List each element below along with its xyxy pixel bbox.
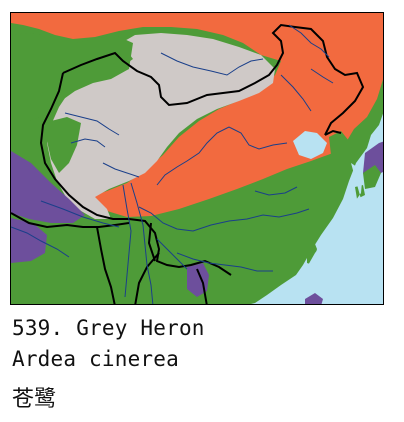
river-tarim-2 bbox=[70, 138, 106, 148]
korea-peninsula bbox=[329, 131, 355, 175]
river-amur bbox=[288, 24, 330, 58]
river-mongolia bbox=[160, 52, 264, 76]
scientific-name: Ardea cinerea bbox=[12, 347, 179, 371]
river-xijiang bbox=[176, 252, 273, 272]
range-map-svg bbox=[11, 13, 383, 304]
river-yellow bbox=[156, 126, 288, 186]
river-qinghai bbox=[102, 162, 140, 178]
range-map bbox=[10, 12, 384, 305]
river-ganges bbox=[11, 226, 70, 258]
breeding-range bbox=[11, 13, 383, 217]
river-tarim bbox=[64, 112, 120, 136]
country-border bbox=[324, 129, 342, 136]
river-network bbox=[11, 24, 334, 304]
country-border bbox=[39, 23, 365, 276]
river-huai bbox=[254, 186, 298, 196]
winter-range bbox=[11, 218, 47, 263]
resident-range bbox=[47, 117, 81, 173]
sea-area bbox=[307, 163, 383, 304]
country-border bbox=[11, 212, 208, 304]
river-red bbox=[156, 238, 188, 270]
chinese-name: 苍鹭 bbox=[12, 387, 57, 412]
river-mekong bbox=[130, 182, 154, 304]
sea-area bbox=[293, 131, 327, 159]
species-number-name: 539. Grey Heron bbox=[12, 316, 205, 340]
japan-island bbox=[363, 165, 381, 189]
winter-range bbox=[11, 151, 85, 223]
river-salween bbox=[122, 184, 132, 298]
resident-range bbox=[11, 33, 133, 123]
winter-range bbox=[363, 141, 383, 177]
hainan-island bbox=[217, 287, 235, 303]
river-yangtze bbox=[138, 206, 310, 232]
river-songhua bbox=[310, 68, 334, 84]
river-brahmaputra bbox=[40, 200, 120, 228]
river-nen bbox=[280, 74, 312, 112]
winter-range bbox=[305, 293, 323, 304]
